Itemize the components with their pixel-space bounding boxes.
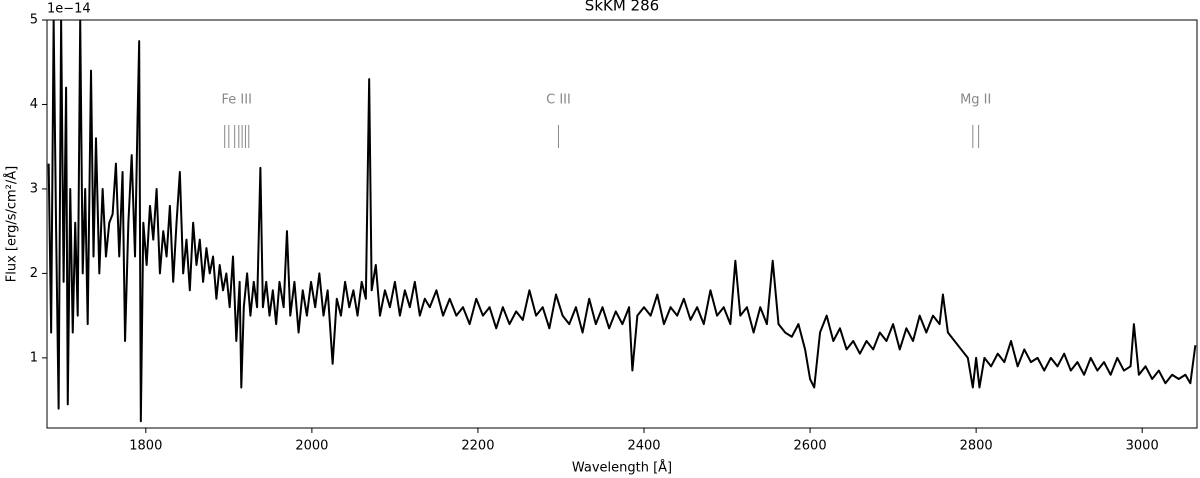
chart-title: SkKM 286 (585, 0, 659, 15)
x-tick-label: 2600 (794, 439, 827, 454)
x-tick-label: 2000 (295, 439, 328, 454)
x-tick-label: 3000 (1126, 439, 1159, 454)
x-tick-label: 2200 (461, 439, 494, 454)
spectrum-line (47, 20, 1197, 423)
offset-label: 1e−14 (47, 2, 91, 17)
x-axis-label: Wavelength [Å] (572, 460, 672, 476)
annotation-label: C III (546, 93, 571, 108)
y-axis-label: Flux [erg/s/cm²/Å] (4, 166, 20, 283)
y-tick-label: 5 (30, 13, 38, 28)
x-tick-label: 2800 (960, 439, 993, 454)
x-tick-label: 1800 (129, 439, 162, 454)
plot-frame (46, 19, 1198, 429)
y-tick-label: 4 (30, 97, 38, 112)
x-tick-label: 2400 (627, 439, 660, 454)
annotation-label: Fe III (222, 93, 252, 108)
annotation-label: Mg II (960, 93, 991, 108)
y-tick-label: 3 (30, 181, 38, 196)
y-tick-label: 2 (30, 266, 38, 281)
y-tick-label: 1 (30, 350, 38, 365)
